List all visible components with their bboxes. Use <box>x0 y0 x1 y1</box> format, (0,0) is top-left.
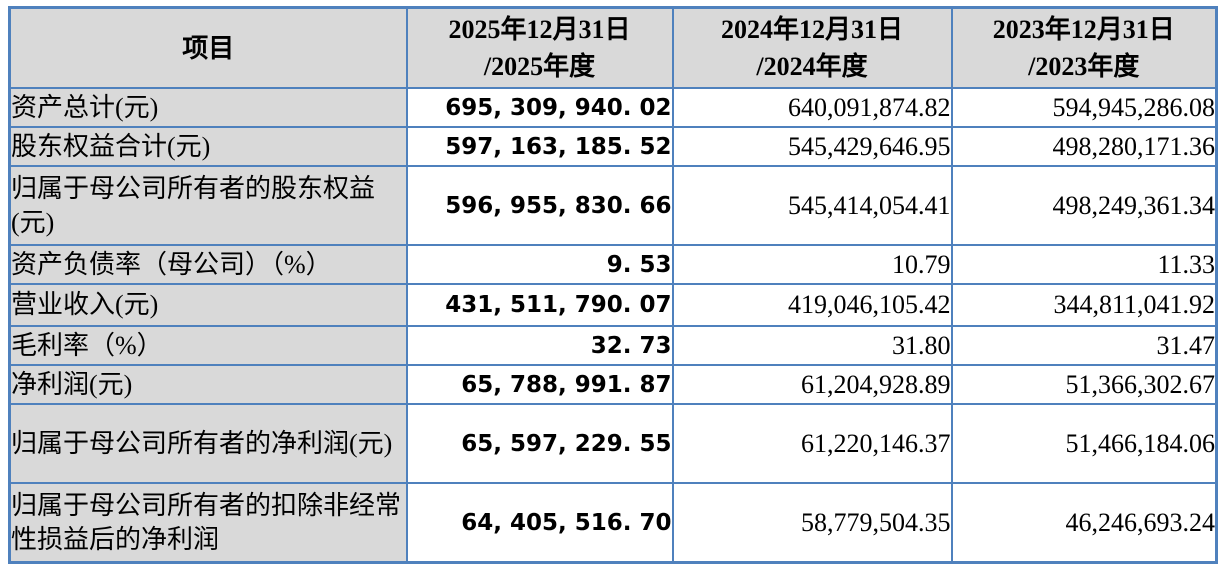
period-2025-year: /2025年度 <box>483 52 596 81</box>
value-2024: 31.80 <box>671 325 953 366</box>
item-header-label: 项目 <box>182 33 235 63</box>
period-2023-year: /2023年度 <box>1028 52 1140 81</box>
value-2025: 597, 163, 185. 52 <box>405 126 674 167</box>
value-2023: 344,811,041.92 <box>950 283 1218 327</box>
period-header-2023: 2023年12月31日 /2023年度 <box>950 6 1218 89</box>
row-label: 营业收入(元) <box>8 283 408 327</box>
row-label: 资产总计(元) <box>8 87 408 128</box>
value-2024: 419,046,105.42 <box>671 283 953 327</box>
value-2023: 11.33 <box>950 244 1218 285</box>
value-2025: 596, 955, 830. 66 <box>405 165 674 246</box>
table-row-gross-margin: 毛利率（%） 32. 73 31.80 31.47 <box>8 325 1218 366</box>
value-2023: 31.47 <box>950 325 1218 366</box>
value-2023: 46,246,693.24 <box>950 482 1218 564</box>
value-2024: 58,779,504.35 <box>671 482 953 564</box>
period-2023-date: 2023年12月31日 <box>992 15 1175 44</box>
row-label: 资产负债率（母公司）（%） <box>8 244 408 285</box>
value-2025: 9. 53 <box>405 244 674 285</box>
period-2024-year: /2024年度 <box>756 52 868 81</box>
table-row-parent-net-profit: 归属于母公司所有者的净利润(元) 65, 597, 229. 55 61,220… <box>8 403 1218 484</box>
table-row-total-assets: 资产总计(元) 695, 309, 940. 02 640,091,874.82… <box>8 87 1218 128</box>
row-label: 归属于母公司所有者的扣除非经常性损益后的净利润 <box>8 482 408 564</box>
table-row-total-equity: 股东权益合计(元) 597, 163, 185. 52 545,429,646.… <box>8 126 1218 167</box>
value-2023: 498,249,361.34 <box>950 165 1218 246</box>
value-2024: 545,429,646.95 <box>671 126 953 167</box>
value-2025: 65, 788, 991. 87 <box>405 364 674 405</box>
value-2024: 61,220,146.37 <box>671 403 953 484</box>
value-2023: 594,945,286.08 <box>950 87 1218 128</box>
value-2023: 51,466,184.06 <box>950 403 1218 484</box>
value-2023: 51,366,302.67 <box>950 364 1218 405</box>
period-2024-date: 2024年12月31日 <box>720 15 903 44</box>
value-2024: 10.79 <box>671 244 953 285</box>
value-2024: 640,091,874.82 <box>671 87 953 128</box>
value-2023: 498,280,171.36 <box>950 126 1218 167</box>
value-2025: 431, 511, 790. 07 <box>405 283 674 327</box>
value-2025: 65, 597, 229. 55 <box>405 403 674 484</box>
value-2024: 545,414,054.41 <box>671 165 953 246</box>
value-2025: 695, 309, 940. 02 <box>405 87 674 128</box>
table-row-net-profit: 净利润(元) 65, 788, 991. 87 61,204,928.89 51… <box>8 364 1218 405</box>
period-header-2024: 2024年12月31日 /2024年度 <box>671 6 953 89</box>
row-label: 毛利率（%） <box>8 325 408 366</box>
table-row-debt-ratio: 资产负债率（母公司）（%） 9. 53 10.79 11.33 <box>8 244 1218 285</box>
table-row-deducted-net-profit: 归属于母公司所有者的扣除非经常性损益后的净利润 64, 405, 516. 70… <box>8 482 1218 564</box>
period-header-2025: 2025年12月31日 /2025年度 <box>405 6 674 89</box>
row-label: 归属于母公司所有者的股东权益(元) <box>8 165 408 246</box>
value-2025: 64, 405, 516. 70 <box>405 482 674 564</box>
value-2024: 61,204,928.89 <box>671 364 953 405</box>
value-2025: 32. 73 <box>405 325 674 366</box>
table-row-parent-equity: 归属于母公司所有者的股东权益(元) 596, 955, 830. 66 545,… <box>8 165 1218 246</box>
financial-summary-table: 项目 2025年12月31日 /2025年度 2024年12月31日 /2024… <box>8 6 1218 564</box>
table-header-row: 项目 2025年12月31日 /2025年度 2024年12月31日 /2024… <box>8 6 1218 89</box>
row-label: 归属于母公司所有者的净利润(元) <box>8 403 408 484</box>
period-2025-date: 2025年12月31日 <box>448 15 631 44</box>
row-label: 净利润(元) <box>8 364 408 405</box>
item-column-header: 项目 <box>8 6 408 89</box>
row-label: 股东权益合计(元) <box>8 126 408 167</box>
table-row-revenue: 营业收入(元) 431, 511, 790. 07 419,046,105.42… <box>8 283 1218 327</box>
